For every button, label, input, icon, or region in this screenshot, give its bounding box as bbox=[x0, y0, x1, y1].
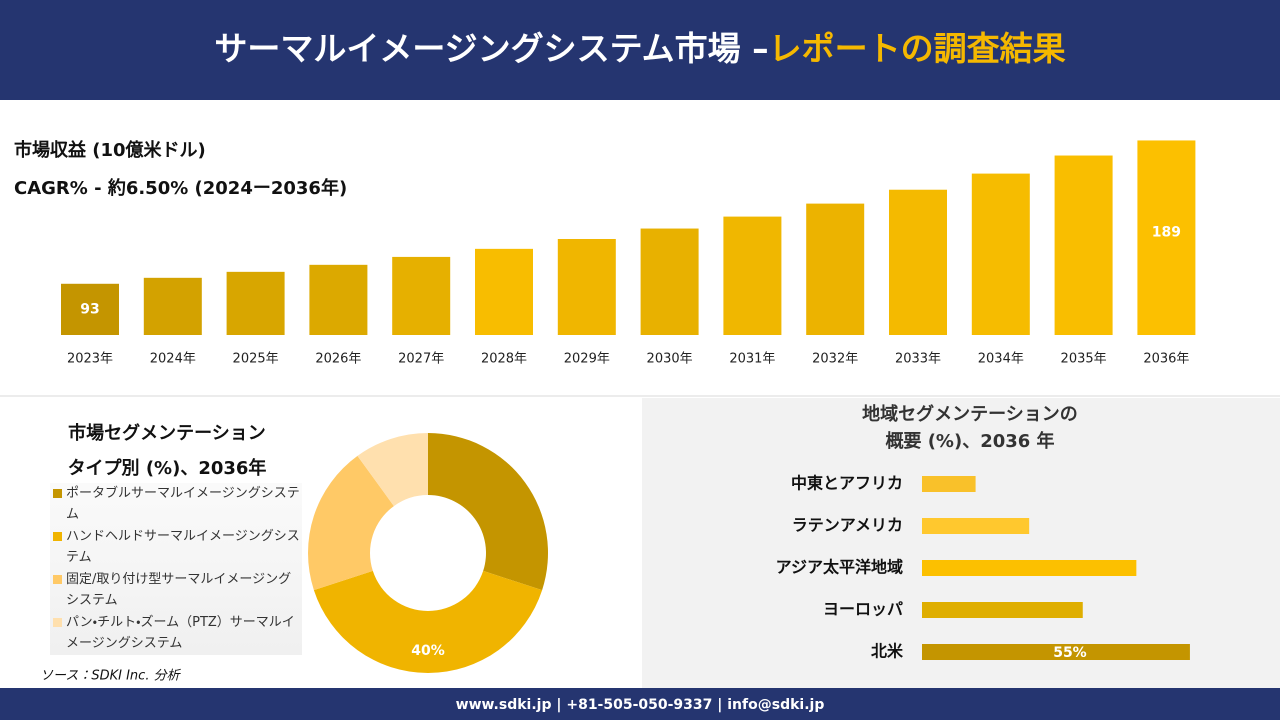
bar bbox=[392, 256, 451, 335]
legend-item: パン・チルト・ズーム（PTZ）サーマルイメージングシステム bbox=[50, 612, 302, 654]
y-tick-label: アジア太平洋地域 bbox=[776, 558, 903, 577]
x-tick-label: 2028年 bbox=[481, 352, 527, 367]
x-tick-label: 2030年 bbox=[647, 352, 693, 367]
value-label: 55% bbox=[1053, 645, 1087, 661]
bar bbox=[640, 228, 699, 335]
header-title: サーマルイメージングシステム市場 –レポートの調査結果 bbox=[214, 29, 1065, 68]
x-tick-label: 2023年 bbox=[67, 352, 113, 367]
donut-legend: ポータブルサーマルイメージングシステム ハンドヘルドサーマルイメージングシステム固… bbox=[50, 483, 302, 655]
donut-subtitle: タイプ別 (%)、2036年 bbox=[68, 457, 267, 479]
bar bbox=[1137, 140, 1196, 335]
legend-swatch bbox=[53, 489, 62, 498]
bar bbox=[226, 271, 285, 335]
source: ソース：SDKI Inc. 分析 bbox=[40, 669, 182, 684]
x-tick-label: 2033年 bbox=[895, 352, 941, 367]
hbar-title: 地域セグメンテーションの bbox=[862, 403, 1078, 425]
bar-subtitle: CAGR% - 約6.50% (2024ー2036年) bbox=[14, 177, 347, 199]
hbar-subtitle: 概要 (%)、2036 年 bbox=[885, 430, 1054, 452]
legend-label: 固定/取り付け型サーマルイメージングシステム bbox=[66, 572, 292, 608]
y-tick-label: ヨーロッパ bbox=[823, 600, 903, 619]
bar bbox=[557, 238, 616, 335]
hbar bbox=[922, 644, 1190, 660]
donut-segment bbox=[313, 570, 543, 673]
x-tick-label: 2024年 bbox=[150, 352, 196, 367]
footer: www.sdki.jp | +81-505-050-9337 | info@sd… bbox=[456, 697, 825, 713]
y-tick-label: ラテンアメリカ bbox=[792, 516, 903, 535]
bar-title: 市場収益 (10億米ドル) bbox=[14, 139, 206, 161]
bar bbox=[1054, 155, 1113, 335]
hbar bbox=[922, 518, 1030, 534]
x-tick-label: 2029年 bbox=[564, 352, 610, 367]
x-tick-label: 2034年 bbox=[978, 352, 1024, 367]
hbar bbox=[922, 602, 1083, 618]
hbar bbox=[922, 476, 976, 492]
x-tick-label: 2025年 bbox=[233, 352, 279, 367]
value-label: 40% bbox=[411, 643, 445, 659]
legend-swatch bbox=[53, 532, 62, 541]
bar bbox=[971, 173, 1030, 335]
bar bbox=[723, 216, 782, 335]
right-panel bbox=[642, 398, 1280, 688]
x-tick-label: 2031年 bbox=[729, 352, 775, 367]
x-tick-label: 2035年 bbox=[1061, 352, 1107, 367]
x-tick-label: 2026年 bbox=[315, 352, 361, 367]
legend-label: ハンドヘルドサーマルイメージングシステム bbox=[66, 529, 300, 565]
donut-title: 市場セグメンテーション bbox=[68, 422, 266, 444]
donut-segment bbox=[357, 433, 428, 507]
legend-label: ポータブルサーマルイメージングシステム bbox=[66, 486, 300, 522]
donut-segment bbox=[428, 433, 548, 591]
header-band bbox=[0, 0, 1280, 100]
bar bbox=[475, 248, 533, 335]
legend-item: ポータブルサーマルイメージングシステム bbox=[50, 483, 302, 525]
bar bbox=[806, 203, 865, 335]
legend-label: パン・チルト・ズーム（PTZ）サーマルイメージングシステム bbox=[66, 615, 295, 651]
y-tick-label: 北米 bbox=[871, 642, 904, 661]
donut-segment bbox=[308, 455, 394, 591]
bar bbox=[143, 277, 202, 335]
value-label: 93 bbox=[80, 301, 99, 317]
legend-item: ハンドヘルドサーマルイメージングシステム bbox=[50, 526, 302, 568]
x-tick-label: 2027年 bbox=[398, 352, 444, 367]
footer-band bbox=[0, 688, 1280, 720]
legend-swatch bbox=[53, 575, 62, 584]
bar bbox=[61, 283, 119, 335]
legend-swatch bbox=[53, 618, 62, 627]
legend-item: 固定/取り付け型サーマルイメージングシステム bbox=[50, 569, 302, 611]
value-label: 189 bbox=[1152, 225, 1181, 241]
title-highlight: レポートの調査結果 bbox=[769, 29, 1066, 68]
title-main: サーマルイメージングシステム市場 – bbox=[214, 29, 768, 68]
bar bbox=[889, 189, 947, 335]
bar bbox=[309, 264, 368, 335]
x-tick-label: 2036年 bbox=[1143, 352, 1189, 367]
hbar bbox=[922, 560, 1137, 576]
y-tick-label: 中東とアフリカ bbox=[791, 474, 903, 493]
x-tick-label: 2032年 bbox=[812, 352, 858, 367]
